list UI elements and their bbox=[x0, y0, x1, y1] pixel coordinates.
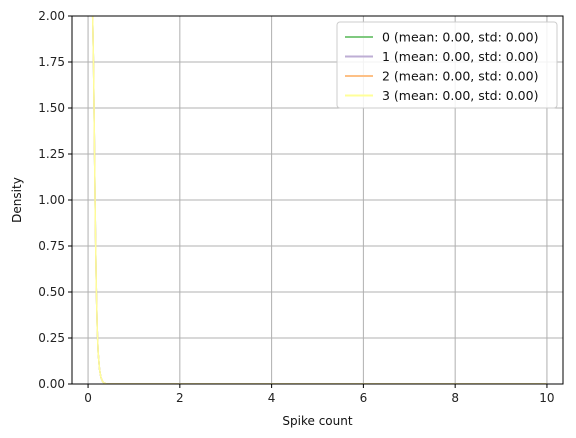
y-tick-label: 0.75 bbox=[38, 239, 65, 253]
legend-box bbox=[336, 21, 558, 109]
x-tick-label: 4 bbox=[268, 391, 276, 405]
series-line-3 bbox=[91, 16, 547, 384]
y-tick-label: 1.75 bbox=[38, 55, 65, 69]
legend: 0 (mean: 0.00, std: 0.00) 1 (mean: 0.00, … bbox=[336, 21, 558, 109]
y-tick-label: 0.50 bbox=[38, 285, 65, 299]
y-axis-label: Density bbox=[10, 177, 24, 223]
x-tick-label: 6 bbox=[360, 391, 368, 405]
x-tick-label: 10 bbox=[539, 391, 554, 405]
y-tick-label: 2.00 bbox=[38, 9, 65, 23]
x-tick-label: 0 bbox=[84, 391, 92, 405]
y-tick-label: 1.50 bbox=[38, 101, 65, 115]
y-tick-label: 1.00 bbox=[38, 193, 65, 207]
y-tick-label: 1.25 bbox=[38, 147, 65, 161]
legend-label-1: 1 (mean: 0.00, std: 0.00) bbox=[382, 49, 538, 64]
series-lines bbox=[91, 16, 547, 384]
x-axis-label: Spike count bbox=[282, 414, 352, 428]
legend-label-3: 3 (mean: 0.00, std: 0.00) bbox=[382, 88, 538, 103]
y-tick-label: 0.00 bbox=[38, 377, 65, 391]
y-tick-label: 0.25 bbox=[38, 331, 65, 345]
legend-label-0: 0 (mean: 0.00, std: 0.00) bbox=[382, 30, 538, 45]
ticks: 0 2 4 6 8 10 0.00 0.25 0.50 0.75 1.00 1.25 1.50 1.75 2… bbox=[38, 9, 554, 405]
x-tick-label: 2 bbox=[176, 391, 184, 405]
x-tick-label: 8 bbox=[451, 391, 459, 405]
legend-label-2: 2 (mean: 0.00, std: 0.00) bbox=[382, 69, 538, 84]
